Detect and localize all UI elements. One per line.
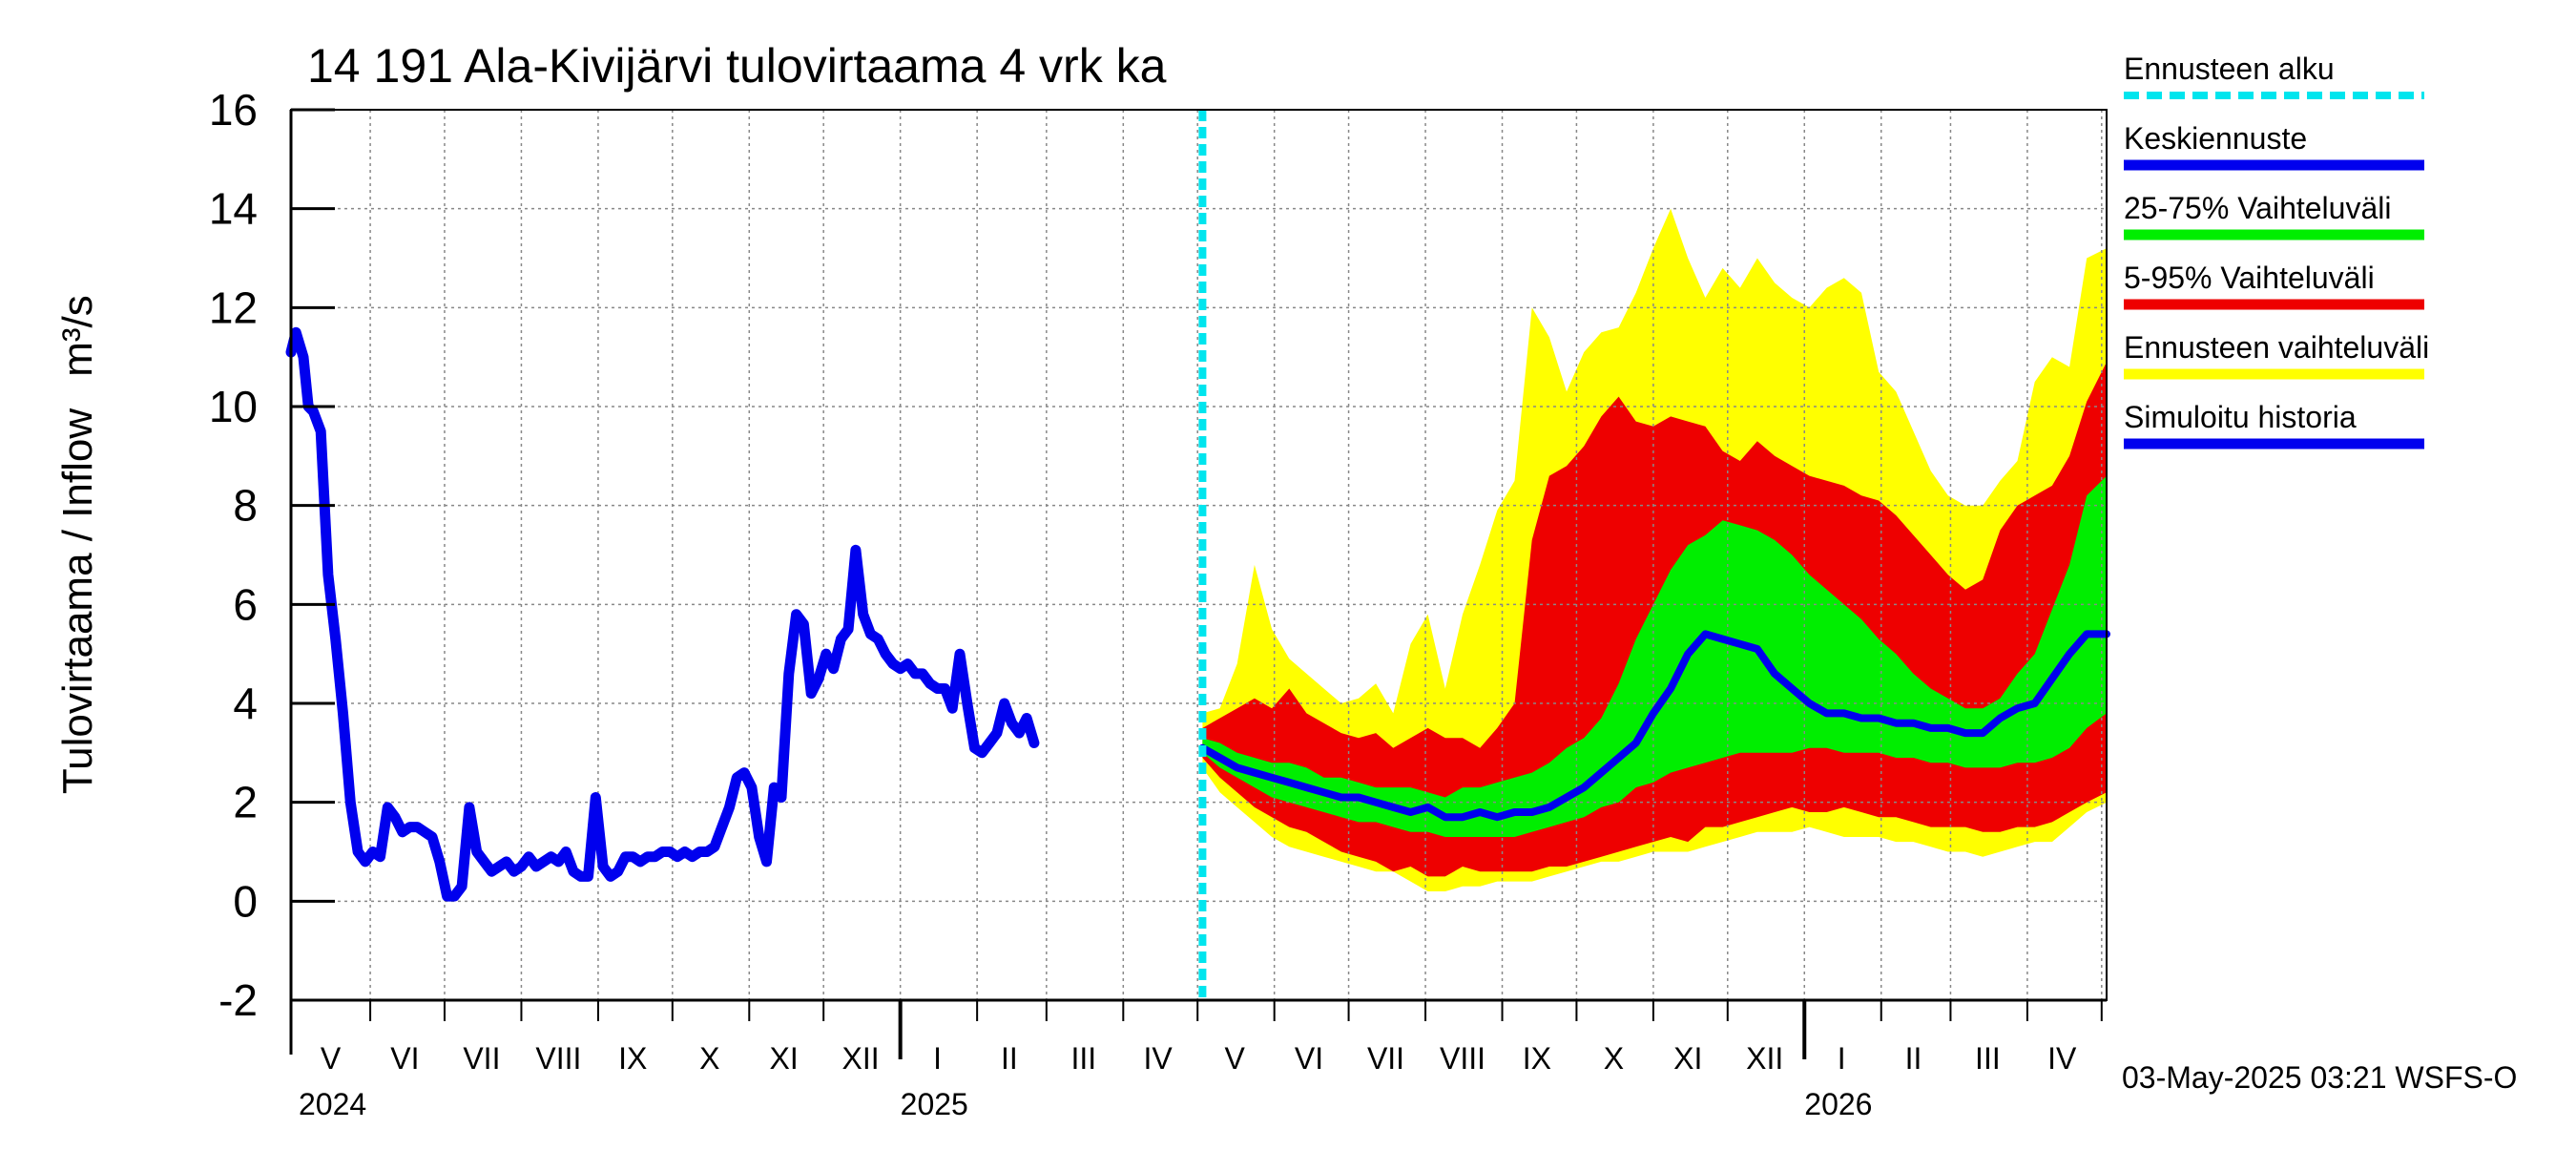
y-tick-label: 12	[209, 282, 258, 332]
x-year-label: 2026	[1804, 1087, 1872, 1121]
y-tick-label: 10	[209, 382, 258, 431]
x-month-label: VIII	[535, 1041, 581, 1076]
y-tick-label: 6	[233, 579, 258, 629]
y-tick-label: 0	[233, 876, 258, 926]
chart-title: 14 191 Ala-Kivijärvi tulovirtaama 4 vrk …	[307, 39, 1167, 93]
x-month-label: X	[1604, 1041, 1624, 1076]
x-month-label: VII	[463, 1041, 500, 1076]
legend-label: Ennusteen vaihteluväli	[2124, 330, 2429, 365]
y-axis-label: Tulovirtaama / Inflow	[54, 408, 101, 795]
y-axis-unit: m³/s	[54, 295, 101, 377]
x-month-label: IV	[2047, 1041, 2077, 1076]
x-month-label: I	[1838, 1041, 1846, 1076]
y-tick-label: -2	[218, 975, 258, 1025]
x-month-label: IX	[618, 1041, 647, 1076]
y-tick-label: 8	[233, 481, 258, 531]
y-tick-label: 2	[233, 778, 258, 827]
x-month-label: X	[699, 1041, 719, 1076]
x-month-label: VI	[1295, 1041, 1323, 1076]
legend-label: 5-95% Vaihteluväli	[2124, 261, 2375, 295]
legend-label: Ennusteen alku	[2124, 52, 2335, 86]
median-forecast-line	[1198, 630, 2110, 822]
legend-label: Keskiennuste	[2124, 121, 2307, 156]
x-month-label: XII	[1746, 1041, 1783, 1076]
x-month-label: VII	[1367, 1041, 1404, 1076]
y-tick-label: 16	[209, 85, 258, 135]
x-month-label: XI	[1673, 1041, 1702, 1076]
y-tick-label: 14	[209, 184, 258, 234]
x-year-label: 2024	[299, 1087, 366, 1121]
x-month-label: VI	[390, 1041, 419, 1076]
x-month-label: III	[1070, 1041, 1096, 1076]
y-tick-label: 4	[233, 679, 258, 728]
x-month-label: IX	[1523, 1041, 1551, 1076]
x-month-label: III	[1975, 1041, 2001, 1076]
x-month-label: VIII	[1440, 1041, 1485, 1076]
x-month-label: II	[1001, 1041, 1018, 1076]
history-series-line	[285, 326, 1040, 902]
x-month-label: V	[1224, 1041, 1245, 1076]
timestamp-label: 03-May-2025 03:21 WSFS-O	[2122, 1060, 2517, 1095]
x-month-label: IV	[1144, 1041, 1174, 1076]
legend-label: 25-75% Vaihteluväli	[2124, 191, 2391, 225]
x-month-label: I	[933, 1041, 942, 1076]
x-year-label: 2025	[901, 1087, 968, 1121]
legend-label: Simuloitu historia	[2124, 400, 2357, 434]
x-month-label: V	[321, 1041, 342, 1076]
x-month-label: II	[1905, 1041, 1922, 1076]
x-month-label: XII	[842, 1041, 880, 1076]
x-month-label: XI	[770, 1041, 799, 1076]
